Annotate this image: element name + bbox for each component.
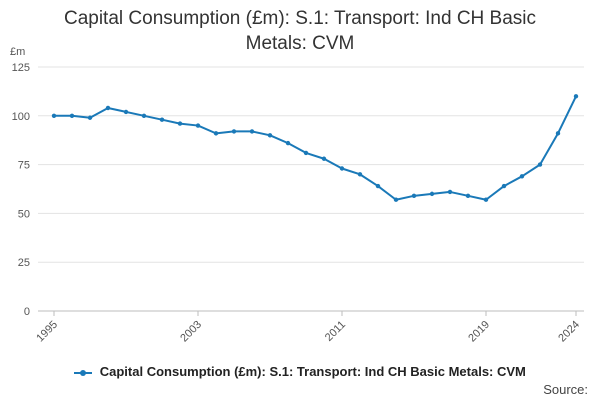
y-tick-label-25: 25 [18, 257, 30, 269]
series [51, 94, 579, 202]
y-tick-label-75: 75 [18, 160, 30, 172]
data-point-2016[interactable] [429, 191, 435, 197]
legend-label: Capital Consumption (£m): S.1: Transport… [99, 364, 526, 379]
data-point-2018[interactable] [465, 193, 471, 199]
x-tick-label-2011: 2011 [323, 319, 348, 344]
data-point-2001[interactable] [159, 117, 165, 122]
data-point-2004[interactable] [213, 131, 219, 136]
data-point-2023[interactable] [555, 131, 561, 136]
data-point-2002[interactable] [177, 121, 183, 126]
data-point-2003[interactable] [195, 123, 201, 128]
data-point-1996[interactable] [69, 113, 75, 119]
chart-title: Capital Consumption (£m): S.1: Transport… [63, 8, 537, 54]
data-point-2024[interactable] [573, 94, 579, 99]
data-point-2017[interactable] [447, 189, 453, 195]
data-point-2012[interactable] [357, 172, 363, 177]
y-tick-label-100: 100 [12, 111, 30, 123]
y-tick-label-0: 0 [24, 306, 30, 318]
tick-labels: 0 25 50 75 100 125 £m 1995 2003 2011 2019 2024 [10, 46, 582, 344]
data-point-1998[interactable] [105, 105, 111, 111]
data-point-2006[interactable] [249, 129, 255, 134]
data-point-2021[interactable] [519, 174, 525, 179]
x-tick-label-2019: 2019 [466, 319, 492, 345]
y-tick-label-125: 125 [12, 62, 30, 74]
data-point-2007[interactable] [267, 133, 273, 138]
data-point-2014[interactable] [393, 197, 399, 202]
x-tick-label-2024: 2024 [556, 319, 582, 345]
data-point-2019[interactable] [483, 197, 489, 202]
y-axis-unit-label: £m [10, 46, 25, 58]
data-point-2008[interactable] [285, 140, 291, 146]
source-label: Source: [543, 382, 588, 397]
data-point-1999[interactable] [123, 109, 129, 115]
data-point-2005[interactable] [231, 129, 237, 134]
data-point-2013[interactable] [375, 183, 381, 189]
x-tick-label-1995: 1995 [34, 319, 60, 345]
data-point-2000[interactable] [141, 113, 147, 119]
data-point-2009[interactable] [303, 150, 309, 156]
data-point-2011[interactable] [339, 166, 345, 171]
legend-swatch-icon [74, 368, 93, 378]
data-point-1997[interactable] [87, 115, 93, 120]
data-point-2020[interactable] [501, 183, 507, 189]
data-point-2010[interactable] [321, 156, 327, 161]
axes [38, 310, 584, 316]
data-point-1995[interactable] [51, 113, 57, 119]
y-tick-label-50: 50 [18, 208, 30, 220]
data-point-2022[interactable] [537, 162, 543, 167]
grid-lines [38, 66, 584, 263]
legend[interactable]: Capital Consumption (£m): S.1: Transport… [0, 364, 600, 379]
data-point-2015[interactable] [411, 193, 417, 199]
series-line-0 [54, 95, 577, 201]
x-tick-label-2003: 2003 [178, 319, 204, 345]
